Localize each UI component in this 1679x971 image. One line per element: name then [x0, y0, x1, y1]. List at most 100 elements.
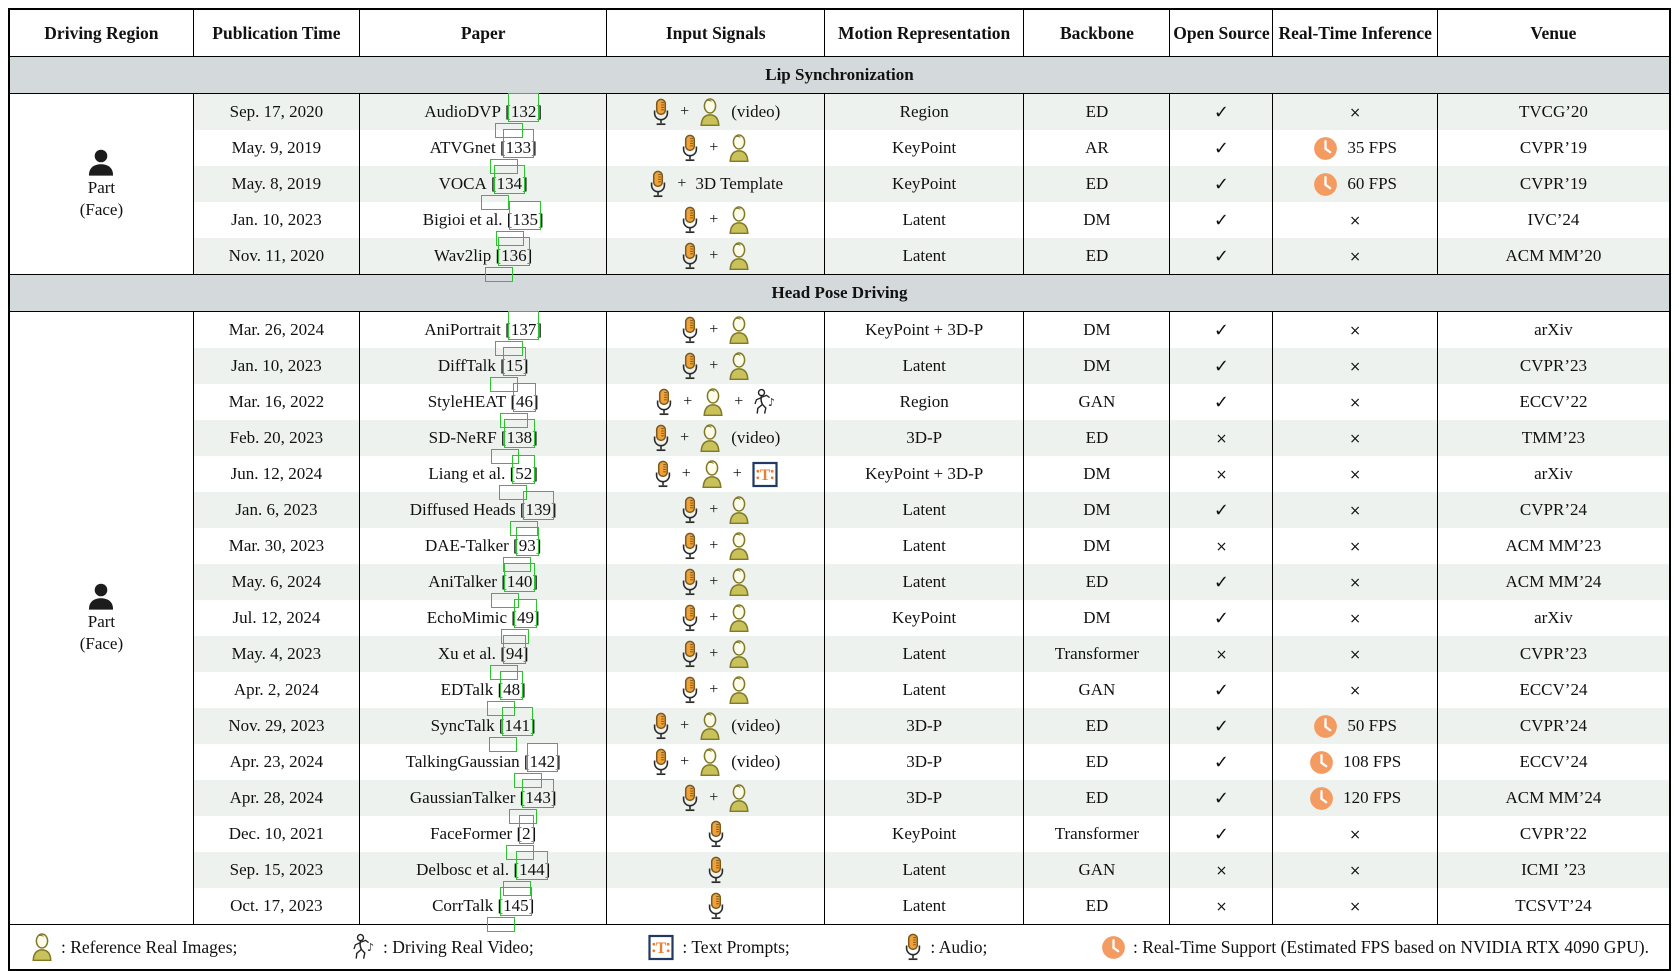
cell-backbone: ED: [1023, 780, 1171, 816]
cell-venue: CVPR’19: [1436, 130, 1671, 166]
cell-venue: CVPR’24: [1436, 708, 1671, 744]
citation-link[interactable]: [141]: [488, 707, 536, 752]
cross-mark: ×: [1349, 323, 1362, 339]
svg-text:T: T: [760, 467, 771, 484]
citation-number[interactable]: 135: [496, 201, 541, 246]
table-row: Feb. 20, 2023 SD-NeRF [138] + (video) 3D-P ED…: [9, 419, 1671, 464]
citation-link[interactable]: [139]: [509, 491, 557, 536]
citation-number[interactable]: 136: [485, 237, 530, 282]
citation-link[interactable]: [136]: [485, 237, 533, 282]
plus-sign: +: [709, 789, 719, 806]
citation-number[interactable]: 49: [500, 599, 537, 644]
citation-link[interactable]: [94]: [489, 635, 529, 680]
citation-number[interactable]: 142: [513, 743, 558, 788]
cell-paper: Liang et al. [52]: [358, 455, 608, 500]
citation-link[interactable]: [93]: [502, 527, 542, 572]
citation-link[interactable]: [140]: [491, 563, 539, 608]
citation-link[interactable]: [143]: [509, 779, 557, 824]
person-icon: [727, 532, 751, 560]
cell-input-signals: +: [606, 130, 826, 166]
citation-number[interactable]: 52: [499, 455, 536, 500]
check-mark: ✓: [1213, 137, 1230, 159]
driving-region: Part (Face): [12, 582, 191, 654]
cell-venue: CVPR’23: [1436, 348, 1671, 384]
cross-mark: ×: [1349, 249, 1362, 265]
paper-name: ATVGnet: [429, 138, 496, 157]
cell-publication-time: Jul. 12, 2024: [192, 600, 360, 636]
citation-link[interactable]: [133]: [489, 129, 537, 174]
citation-number[interactable]: 15: [489, 347, 526, 392]
citation-number[interactable]: 141: [488, 707, 533, 752]
citation-number[interactable]: 143: [509, 779, 554, 824]
citation-link[interactable]: [15]: [489, 347, 529, 392]
citation-number[interactable]: 139: [509, 491, 554, 536]
check-mark: ✓: [1213, 607, 1230, 629]
cell-realtime-inference: ×: [1272, 93, 1438, 130]
citation-number[interactable]: 145: [487, 887, 532, 932]
citation-number[interactable]: 46: [500, 383, 537, 428]
person-icon: [700, 460, 724, 488]
cell-motion-representation: Latent: [824, 348, 1025, 384]
plus-sign: +: [732, 465, 742, 482]
table-row: Nov. 29, 2023 SyncTalk [141] + (video) 3D-P E…: [9, 707, 1671, 752]
citation-link[interactable]: [145]: [487, 887, 535, 932]
audio-icon: [654, 388, 674, 416]
cell-publication-time: Mar. 26, 2024: [192, 311, 360, 348]
citation-link[interactable]: [48]: [487, 671, 526, 716]
cell-motion-representation: 3D-P: [824, 708, 1025, 744]
cell-open-source: ✓: [1169, 93, 1274, 130]
plus-sign: +: [709, 609, 719, 626]
paper-name: FaceFormer: [430, 824, 513, 843]
cell-input-signals: +: [606, 672, 826, 708]
cell-publication-time: May. 4, 2023: [192, 636, 360, 672]
cell-paper: VOCA [134]: [358, 165, 608, 210]
citation-link[interactable]: [135]: [496, 201, 544, 246]
cell-motion-representation: 3D-P: [824, 744, 1025, 780]
citation-link[interactable]: [132]: [495, 93, 542, 138]
citation-number[interactable]: 140: [491, 563, 535, 608]
audio-icon: [680, 532, 700, 560]
cell-backbone: ED: [1023, 166, 1171, 202]
citation-number[interactable]: 132: [495, 93, 539, 138]
citation-link[interactable]: [142]: [513, 743, 561, 788]
cell-open-source: ✓: [1169, 708, 1274, 744]
cross-mark: ×: [1349, 863, 1362, 879]
citation-link[interactable]: [134]: [480, 165, 528, 210]
audio-icon: [706, 892, 726, 920]
citation-number[interactable]: 138: [490, 419, 535, 464]
cell-venue: TVCG’20: [1436, 93, 1671, 130]
citation-number[interactable]: 48: [487, 671, 524, 716]
citation-link[interactable]: [49]: [500, 599, 540, 644]
table-row: May. 9, 2019 ATVGnet [133] + KeyPoint AR ✓ 35 …: [9, 129, 1671, 174]
legend-label: : Audio;: [930, 936, 988, 957]
citation-link[interactable]: [144]: [503, 851, 551, 896]
paper-name: EchoMimic: [426, 608, 508, 627]
citation-number[interactable]: 134: [480, 165, 525, 210]
dancer-icon: ♪: [752, 388, 777, 416]
citation-link[interactable]: [46]: [500, 383, 539, 428]
table-body: Lip Synchronization Part (Face) Sep. 17, 20…: [8, 56, 1671, 932]
cell-realtime-inference: ×: [1272, 420, 1438, 456]
citation-number[interactable]: 2: [507, 815, 534, 860]
cell-motion-representation: KeyPoint + 3D-P: [824, 456, 1025, 492]
cell-backbone: DM: [1023, 202, 1171, 238]
check-mark: ✓: [1213, 751, 1230, 773]
check-mark: ✓: [1213, 391, 1230, 413]
citation-number[interactable]: 144: [503, 851, 548, 896]
citation-link[interactable]: [137]: [495, 311, 542, 356]
table-row: Jan. 6, 2023 Diffused Heads [139] + Latent D…: [9, 491, 1671, 536]
citation-link[interactable]: [2]: [507, 815, 537, 860]
citation-link[interactable]: [52]: [499, 455, 538, 500]
cell-publication-time: Oct. 17, 2023: [192, 888, 360, 925]
cross-mark: ×: [1349, 503, 1362, 519]
citation-number[interactable]: 93: [502, 527, 539, 572]
citation-link[interactable]: [138]: [490, 419, 538, 464]
check-mark: ✓: [1213, 823, 1230, 845]
cross-mark: ×: [1215, 647, 1228, 663]
plus-sign: +: [709, 501, 719, 518]
citation-number[interactable]: 137: [495, 311, 539, 356]
citation-number[interactable]: 94: [489, 635, 526, 680]
citation-number[interactable]: 133: [489, 129, 534, 174]
cell-paper: Bigioi et al. [135]: [358, 201, 608, 246]
